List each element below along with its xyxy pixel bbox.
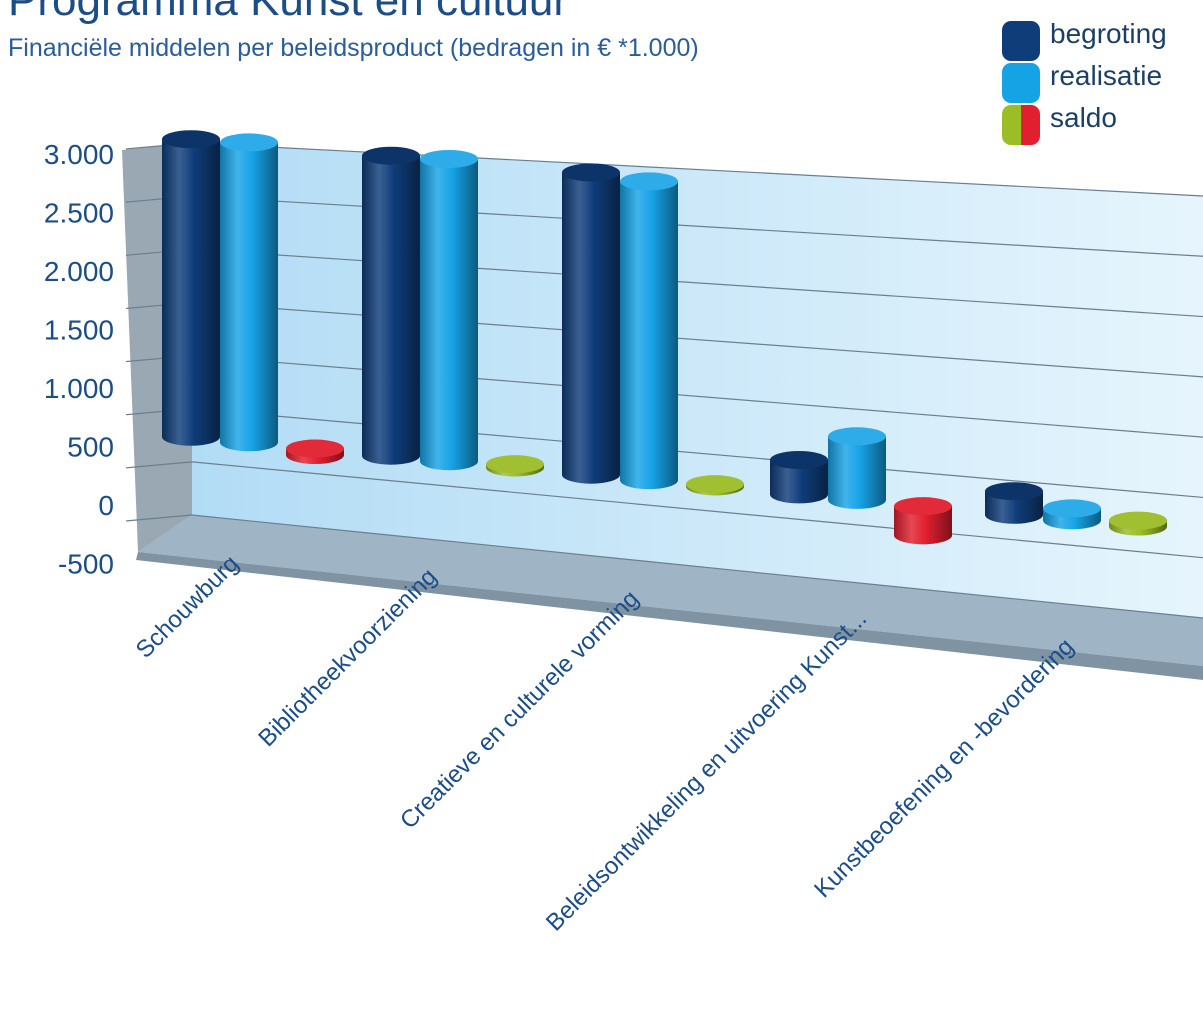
chart-floor-edge xyxy=(136,552,1203,680)
bar-saldo-top xyxy=(686,475,744,494)
y-tick-label: 1.500 xyxy=(44,315,114,346)
y-tick-label: 2.500 xyxy=(44,198,114,229)
bar-saldo-top xyxy=(894,497,952,516)
legend-item-saldo: saldo xyxy=(1000,102,1200,145)
x-tick-label: Schouwburg xyxy=(131,550,244,663)
legend-label: realisatie xyxy=(1050,60,1163,91)
bar-realisatie-body xyxy=(620,181,678,490)
bar-realisatie-top xyxy=(620,172,678,191)
bar-realisatie-top xyxy=(828,427,886,446)
x-tick-label: Bibliotheekvoorziening xyxy=(253,563,442,752)
x-tick-label: Kunstbeoefening en -bevordering xyxy=(809,633,1079,903)
bar-realisatie-body xyxy=(220,142,278,452)
gridline-side xyxy=(125,514,193,522)
bar-begroting-body xyxy=(162,139,220,446)
legend-swatch-begroting xyxy=(1002,21,1040,61)
legend-swatch-saldo-positive xyxy=(1002,105,1021,145)
gridline xyxy=(191,195,1203,257)
legend-item-realisatie: realisatie xyxy=(1000,60,1200,103)
chart-subtitle: Financiële middelen per beleidsproduct (… xyxy=(8,34,699,62)
legend-item-begroting: begroting xyxy=(1000,18,1200,61)
bar-begroting-top xyxy=(562,163,620,182)
y-tick-label: 1.000 xyxy=(44,373,114,404)
legend-swatch-realisatie xyxy=(1002,63,1040,103)
chart-title: Programma Kunst en cultuur xyxy=(8,0,569,25)
gridline xyxy=(191,514,1203,619)
y-tick-label: -500 xyxy=(58,549,114,580)
legend-label: begroting xyxy=(1050,18,1167,49)
chart-floor xyxy=(138,515,1203,666)
bar-saldo-top xyxy=(486,455,544,474)
gridline xyxy=(191,408,1203,499)
y-tick-label: 0 xyxy=(98,490,114,521)
legend-swatch-saldo-negative xyxy=(1021,105,1040,145)
gridline xyxy=(191,142,1203,197)
y-tick-label: 3.000 xyxy=(44,139,114,170)
gridline xyxy=(191,461,1203,559)
gridline xyxy=(191,248,1203,318)
bar-begroting-top xyxy=(985,482,1043,501)
x-tick-label: Creatieve en culturele vorming xyxy=(395,585,644,834)
legend-label: saldo xyxy=(1050,102,1117,133)
bar-begroting-top xyxy=(362,146,420,165)
bar-begroting-top xyxy=(162,130,220,149)
bar-realisatie-top xyxy=(420,149,478,168)
bar-begroting-top xyxy=(770,450,828,469)
bar-realisatie-body xyxy=(828,436,886,509)
bar-realisatie-top xyxy=(1043,499,1101,518)
gridline xyxy=(191,301,1203,378)
bar-realisatie-body xyxy=(420,158,478,471)
gridline xyxy=(191,354,1203,438)
bar-begroting-body xyxy=(985,491,1043,524)
bar-begroting-body xyxy=(362,155,420,465)
bar-begroting-body xyxy=(562,172,620,484)
gridline-side xyxy=(125,461,193,469)
bar-saldo-top xyxy=(286,439,344,458)
bar-realisatie-top xyxy=(220,133,278,152)
legend: begroting realisatie saldo xyxy=(1000,18,1200,145)
bar-saldo-top xyxy=(1109,511,1167,530)
bar-begroting-body xyxy=(770,459,828,504)
y-tick-label: 2.000 xyxy=(44,256,114,287)
bar-saldo-body xyxy=(894,506,952,545)
legend-swatch-saldo xyxy=(1002,105,1040,145)
y-tick-label: 500 xyxy=(67,432,114,463)
